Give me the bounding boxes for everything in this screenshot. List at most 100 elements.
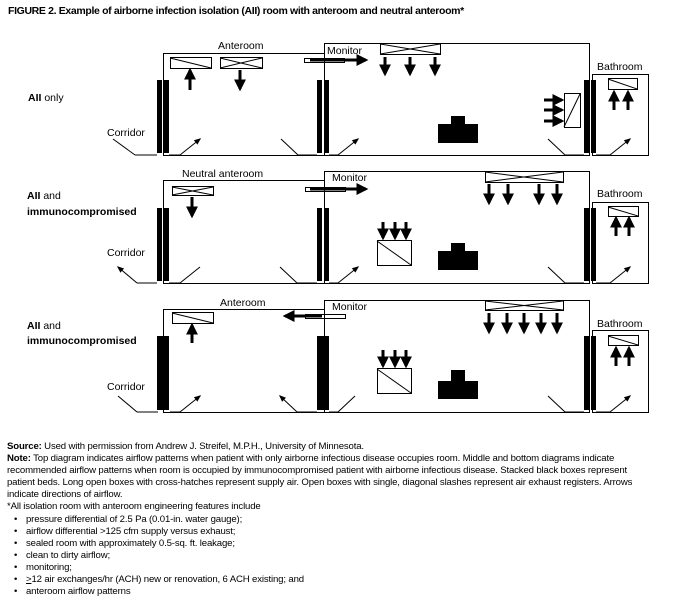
- exhaust-register-icon: [608, 335, 639, 346]
- door-icon: [584, 208, 589, 281]
- door-swing-arrow-icon: [609, 138, 632, 156]
- door-icon: [591, 80, 596, 153]
- supply-air-icon: [220, 57, 263, 69]
- door-icon: [164, 208, 169, 281]
- bullet-text: monitoring;: [26, 561, 72, 573]
- door-icon: [317, 208, 322, 281]
- door-swing-line: [280, 138, 299, 156]
- row-label: AII and: [27, 320, 61, 332]
- monitor-label: Monitor: [327, 45, 363, 57]
- door-icon: [324, 208, 329, 281]
- footnote-intro: *All isolation room with anteroom engine…: [7, 501, 261, 513]
- door-icon: [591, 336, 596, 410]
- patient-bed-icon: [438, 124, 478, 143]
- exhaust-slash: [376, 368, 412, 394]
- bullet-item: • airflow differential >125 cfm supply ve…: [7, 526, 691, 538]
- supply-air-icon: [485, 171, 564, 183]
- row-label-line2: immunocompromised: [27, 335, 137, 347]
- row-label: AII and: [27, 190, 61, 202]
- exhaust-register-icon: [377, 368, 412, 394]
- supply-air-icon: [380, 43, 441, 55]
- door-swing-line: [179, 266, 201, 284]
- note-line: Note: Top diagram indicates airflow patt…: [7, 453, 691, 465]
- exhaust-slash: [171, 312, 214, 324]
- door-swing-line: [547, 395, 566, 413]
- bullet-icon: •: [14, 525, 18, 537]
- supply-hatch: [171, 186, 214, 196]
- exhaust-register-icon: [377, 240, 412, 266]
- bullet-icon: •: [14, 574, 18, 586]
- door-icon: [324, 80, 329, 153]
- exhaust-slash: [607, 206, 639, 217]
- anteroom-label: Anteroom: [220, 297, 266, 309]
- supply-air-icon: [172, 186, 214, 196]
- door-icon: [157, 80, 162, 153]
- door-icon: [591, 208, 596, 281]
- exhaust-slash: [607, 78, 638, 90]
- exhaust-register-icon: [564, 93, 581, 128]
- panel-aii-only: AII only Anteroom Monitor Bathroom Corri…: [28, 40, 643, 139]
- door-icon: [157, 208, 162, 281]
- anteroom-label: Neutral anteroom: [182, 168, 263, 180]
- door-swing-line: [117, 395, 138, 413]
- supply-hatch: [379, 43, 441, 55]
- corridor-label: Corridor: [107, 381, 145, 393]
- bed-head-icon: [451, 116, 465, 124]
- supply-hatch: [484, 171, 564, 183]
- door-swing-arrow-icon: [278, 395, 298, 413]
- corridor-label: Corridor: [107, 247, 145, 259]
- bullet-item: • clean to dirty airflow;: [7, 550, 691, 562]
- monitor-label: Monitor: [332, 301, 368, 313]
- bathroom-wall: [592, 330, 649, 413]
- note-text: Top diagram indicates airflow patterns w…: [30, 453, 615, 465]
- bullet-text: sealed room with approximately 0.5-sq. f…: [26, 537, 235, 549]
- monitor-label: Monitor: [332, 172, 368, 184]
- bullet-text: 12 air exchanges/hr (ACH) new or renovat…: [31, 574, 304, 586]
- door-icon: [317, 80, 322, 153]
- door-swing-arrow-icon: [337, 266, 360, 284]
- bullet-icon: •: [14, 513, 18, 525]
- note-line: indicate directions of airflow.: [7, 489, 123, 501]
- source-line: Source: Used with permission from Andrew…: [7, 441, 691, 453]
- bathroom-label: Bathroom: [597, 188, 643, 200]
- bed-head-icon: [451, 370, 465, 381]
- bed-head-icon: [451, 243, 465, 251]
- door-icon: [157, 336, 169, 410]
- bullet-text: clean to dirty airflow;: [26, 549, 110, 561]
- door-icon: [584, 336, 589, 410]
- bullet-icon: •: [14, 561, 18, 573]
- door-swing-arrow-icon: [179, 395, 202, 413]
- bathroom-label: Bathroom: [597, 61, 643, 73]
- supply-hatch: [219, 57, 263, 69]
- patient-bed-icon: [438, 251, 478, 270]
- door-swing-arrow-icon: [337, 138, 360, 156]
- exhaust-slash: [607, 335, 639, 346]
- door-swing-arrow-icon: [179, 138, 202, 156]
- row-label-line2: immunocompromised: [27, 206, 137, 218]
- figure-title: FIGURE 2. Example of airborne infection …: [8, 5, 464, 17]
- exhaust-register-icon: [608, 78, 638, 90]
- supply-hatch: [484, 300, 564, 311]
- source-text: Used with permission from Andrew J. Stre…: [41, 441, 364, 452]
- door-swing-line: [112, 138, 136, 156]
- anteroom-label: Anteroom: [218, 40, 264, 52]
- panel-aii-immunocompromised-neutral: AII and immunocompromised Neutral antero…: [27, 168, 643, 259]
- door-swing-line: [279, 266, 298, 284]
- door-swing-line: [547, 266, 566, 284]
- door-swing-line: [547, 138, 566, 156]
- bullet-item: • >12 air exchanges/hr (ACH) new or renov…: [7, 574, 691, 586]
- bullet-item: • monitoring;: [7, 562, 691, 574]
- door-icon: [584, 80, 589, 153]
- door-swing-arrow-icon: [116, 266, 138, 284]
- door-icon: [164, 80, 169, 153]
- bullet-icon: •: [14, 537, 18, 549]
- panel-aii-immunocompromised-anteroom: AII and immunocompromised Anteroom Monit…: [27, 297, 643, 393]
- bullet-icon: •: [14, 549, 18, 561]
- exhaust-slash: [376, 240, 412, 266]
- note-line: patient beds. Long open boxes with cross…: [7, 477, 633, 489]
- airflow-diagram: AII only Anteroom Monitor Bathroom Corri…: [27, 40, 649, 413]
- patient-bed-icon: [438, 381, 478, 399]
- bathroom-wall: [592, 74, 649, 156]
- bullet-icon: •: [14, 586, 18, 598]
- source-label: Source:: [7, 441, 42, 452]
